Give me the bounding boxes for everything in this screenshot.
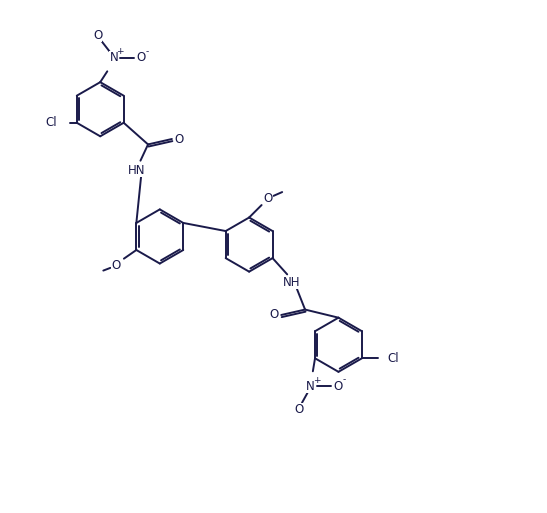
Text: -: - [146,47,149,56]
Text: O: O [269,308,278,322]
Text: O: O [333,380,342,393]
Text: O: O [175,132,184,146]
Text: +: + [116,47,124,56]
Text: HN: HN [127,164,145,177]
Text: -: - [342,376,346,384]
Text: O: O [93,29,102,42]
Text: N: N [109,51,118,64]
Text: Cl: Cl [387,352,399,365]
Text: O: O [264,192,273,205]
Text: O: O [111,259,120,272]
Text: +: + [313,376,321,385]
Text: Cl: Cl [45,116,57,129]
Text: O: O [294,403,304,416]
Text: N: N [306,380,315,393]
Text: O: O [136,51,146,64]
Text: NH: NH [283,276,300,289]
